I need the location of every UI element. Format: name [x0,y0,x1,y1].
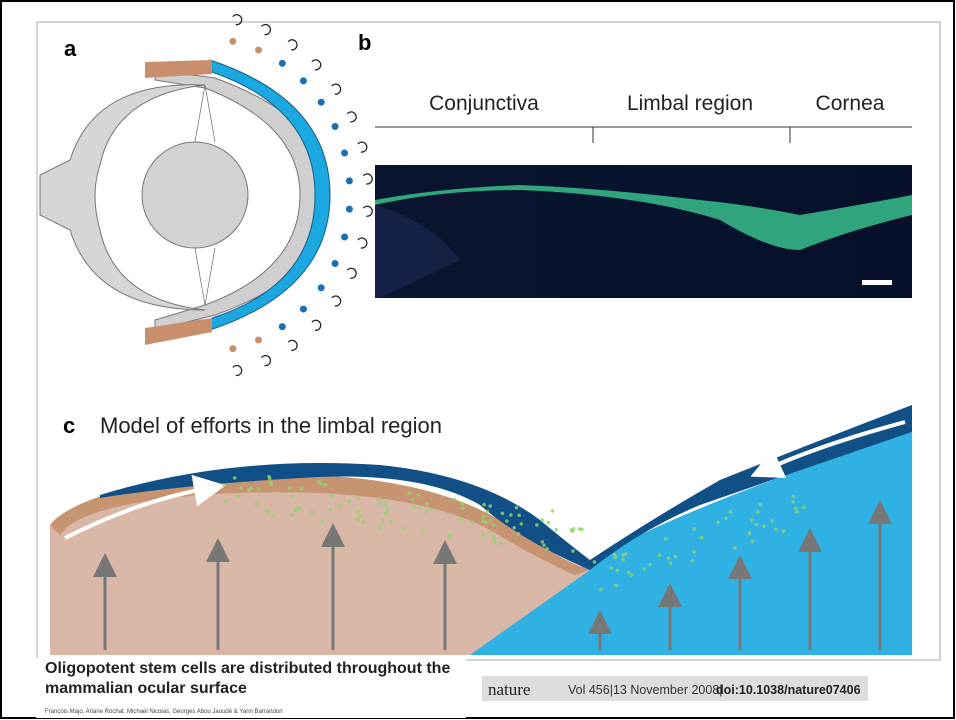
panel-title: Model of efforts in the limbal region [100,413,442,438]
region-label: Conjunctiva [429,92,539,115]
panel-label: a [64,36,77,61]
journal-name: nature [488,680,530,699]
region-label: Cornea [816,92,885,115]
limbal-model [50,405,912,655]
eye-diagram [40,15,372,376]
citation: Vol 456|13 November 2008| [568,683,723,697]
panel-label: b [358,30,371,55]
region-label: Limbal region [627,92,753,115]
micrograph [375,165,912,298]
doi: doi:10.1038/nature07406 [716,683,861,697]
article-title: mammalian ocular surface [45,680,247,697]
figure-page: a b Conjunctiva Limbal region Cornea c M… [0,0,956,720]
panel-label: c [63,413,75,438]
authors: François Majo, Ariane Rochat, Michael Ni… [45,709,283,715]
article-title: Oligopotent stem cells are distributed t… [45,660,450,677]
